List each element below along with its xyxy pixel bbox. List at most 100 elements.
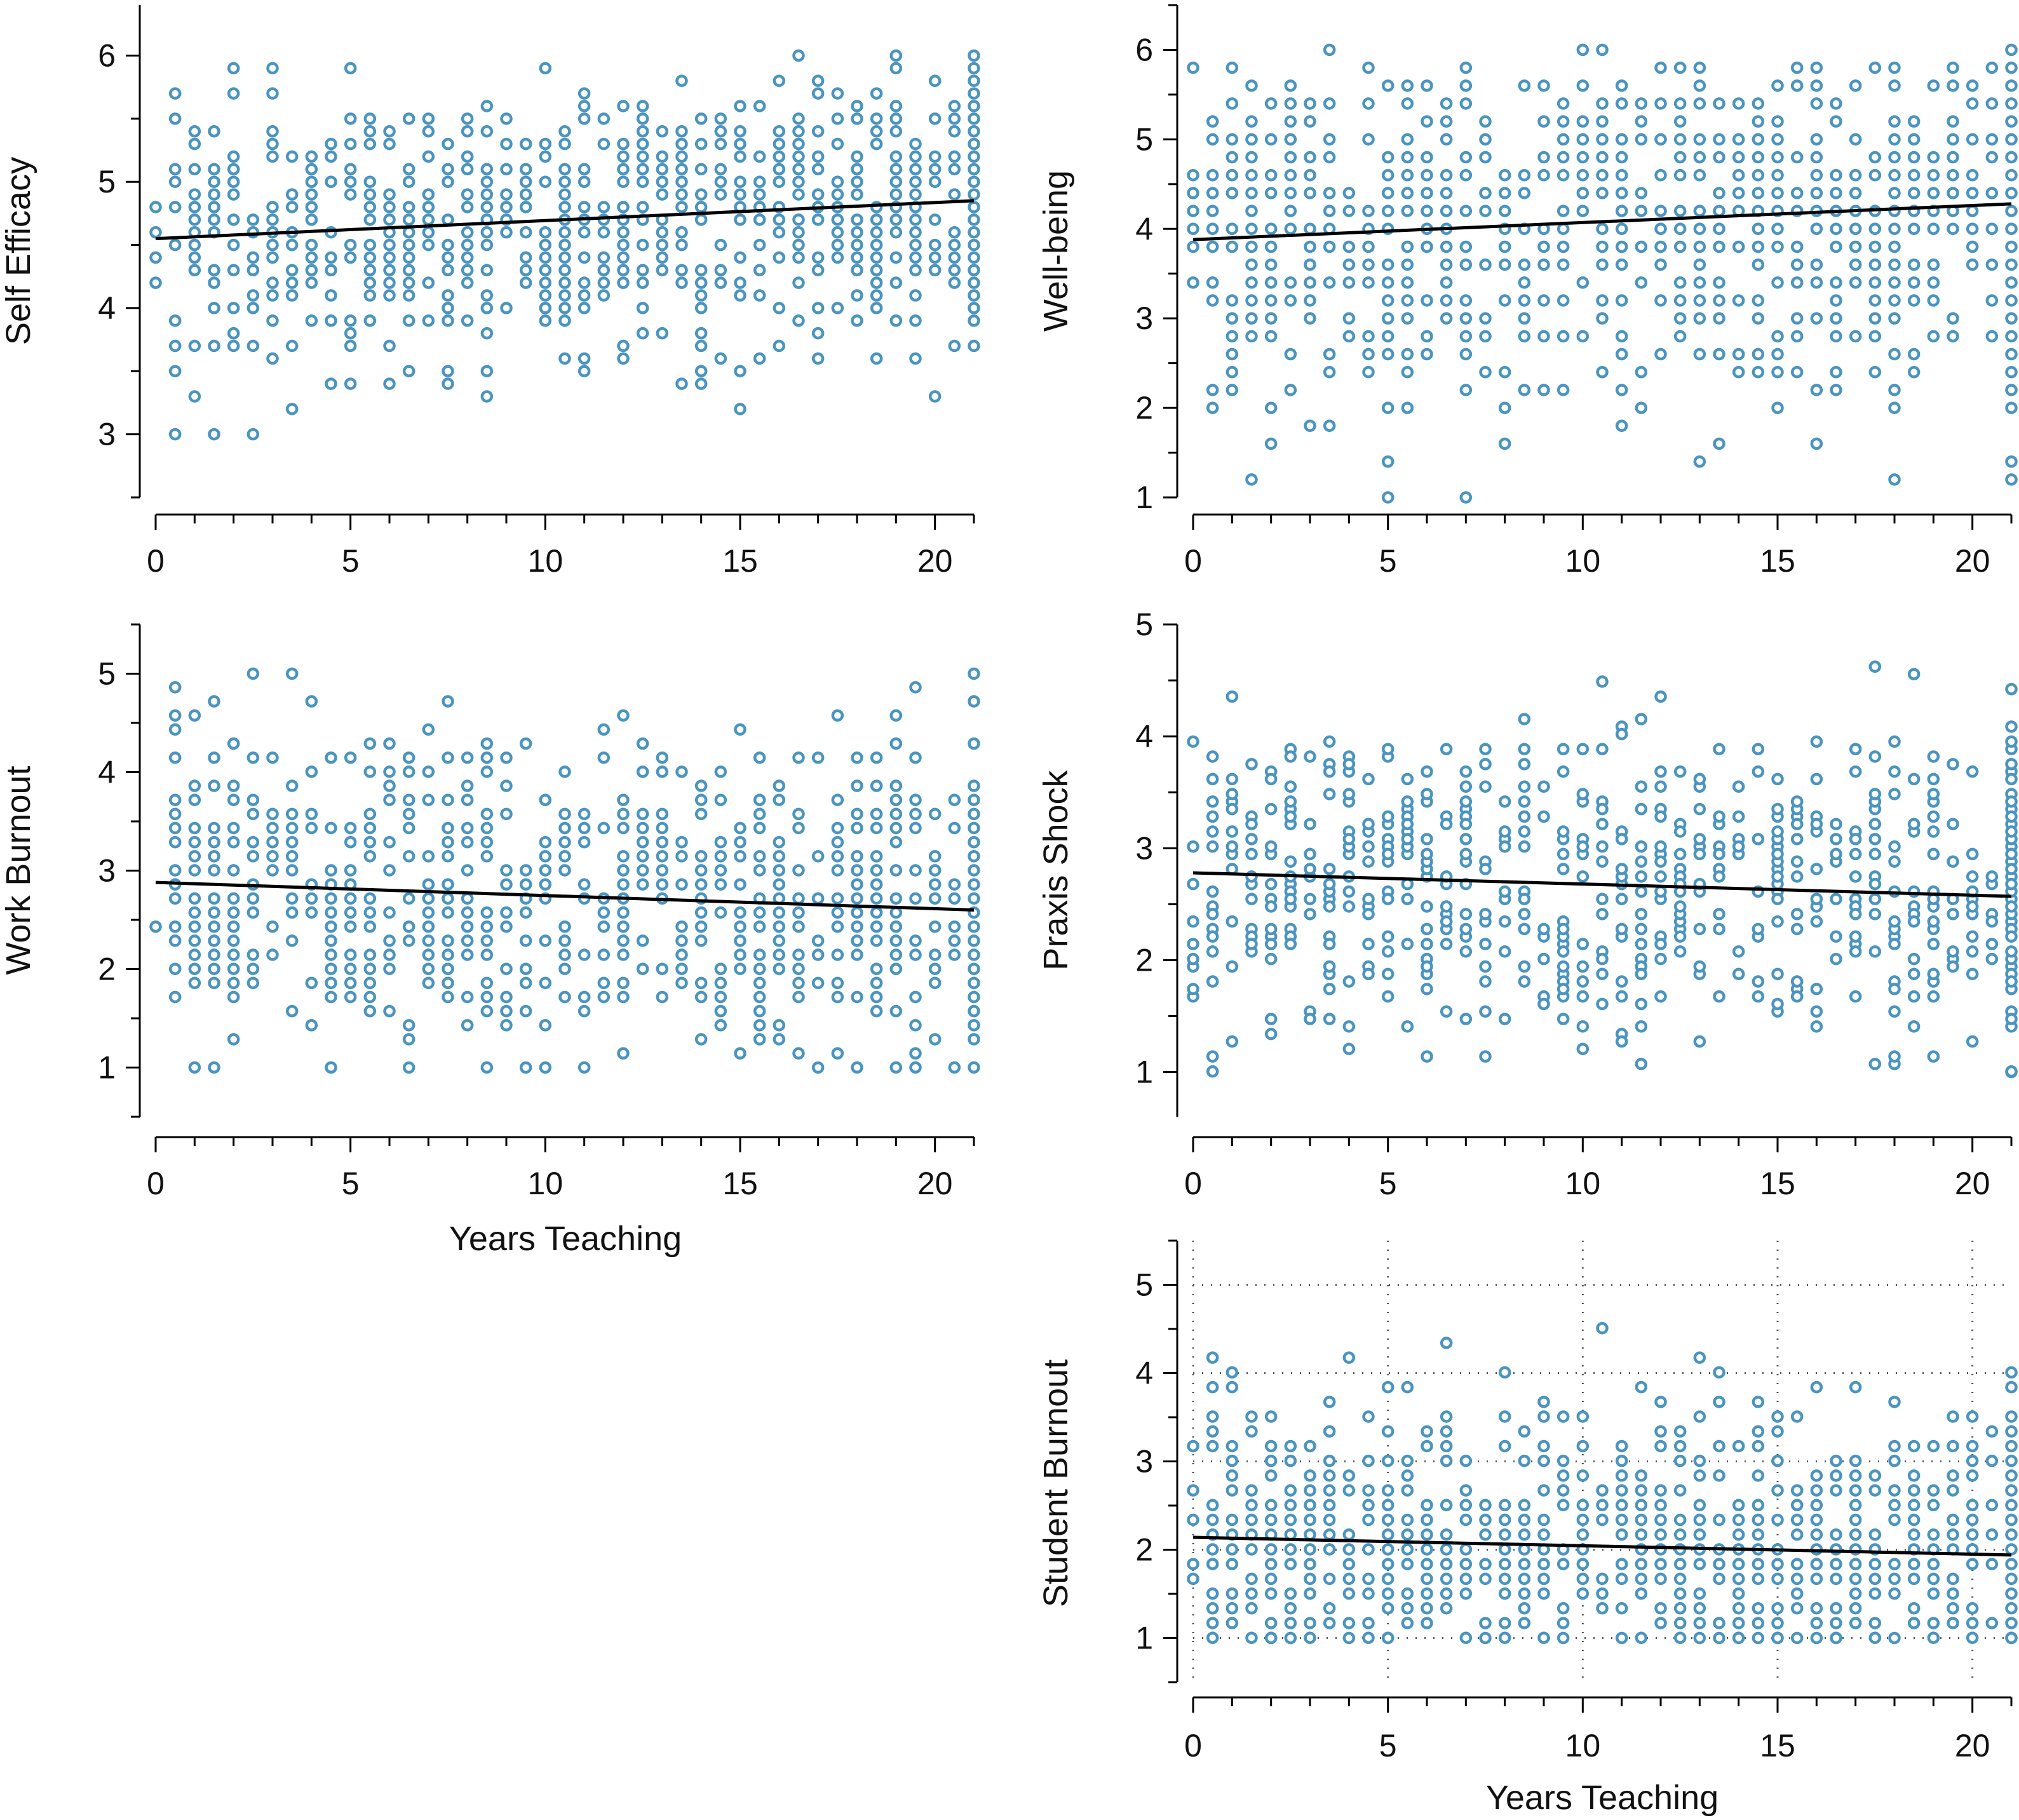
data-point <box>1888 401 1901 414</box>
data-point <box>168 163 182 176</box>
data-point <box>1752 765 1765 778</box>
data-point <box>1771 893 1784 905</box>
data-point <box>1752 1558 1765 1570</box>
data-point <box>1284 79 1297 92</box>
data-point <box>285 188 299 201</box>
data-point <box>870 289 883 302</box>
data-point <box>1596 312 1609 325</box>
data-point <box>2005 975 2018 988</box>
data-point <box>1810 915 1823 928</box>
data-point <box>1654 1484 1667 1497</box>
data-point <box>1421 294 1433 307</box>
data-point <box>2005 258 2018 271</box>
data-point <box>1615 330 1628 343</box>
data-point <box>1556 983 1570 995</box>
data-point <box>1888 240 1901 253</box>
data-point <box>1771 825 1784 838</box>
data-point <box>305 314 318 327</box>
data-point <box>402 892 415 905</box>
data-point <box>1304 1558 1316 1570</box>
data-point <box>870 352 883 365</box>
data-point <box>1615 1439 1628 1453</box>
data-point <box>1304 1499 1316 1512</box>
data-point <box>1693 1351 1706 1364</box>
data-point <box>1635 885 1648 898</box>
data-point <box>1849 765 1862 778</box>
data-point <box>1830 847 1842 861</box>
data-point <box>1868 788 1882 800</box>
data-point <box>1304 258 1316 271</box>
data-point <box>1381 1602 1394 1615</box>
data-point <box>1206 772 1219 786</box>
data-point <box>1596 952 1609 966</box>
data-point <box>1206 930 1219 943</box>
data-point <box>1323 1617 1336 1629</box>
data-point <box>1654 1513 1667 1527</box>
data-point <box>1985 222 1999 236</box>
data-point <box>1226 97 1239 110</box>
data-point <box>2005 1528 2018 1541</box>
data-point <box>889 821 903 835</box>
data-point <box>266 150 279 163</box>
data-point <box>1245 1543 1258 1556</box>
data-point <box>325 377 337 390</box>
data-point <box>1304 908 1316 920</box>
data-point <box>1907 772 1921 786</box>
data-point <box>1596 1602 1609 1615</box>
data-point <box>1673 1439 1687 1453</box>
data-point <box>773 226 786 239</box>
data-point <box>1323 983 1336 995</box>
data-point <box>1615 922 1628 936</box>
data-point <box>1381 847 1394 861</box>
data-point <box>1304 294 1316 307</box>
data-point <box>208 821 220 835</box>
data-point <box>1810 258 1823 271</box>
data-point <box>1362 276 1375 289</box>
data-point <box>1556 222 1570 236</box>
data-point <box>344 377 357 390</box>
data-point <box>1830 240 1842 253</box>
data-point <box>1245 222 1258 236</box>
data-point <box>1459 61 1473 74</box>
data-point <box>1556 151 1570 164</box>
data-point <box>285 238 299 252</box>
data-point <box>1264 1543 1278 1556</box>
data-point <box>1459 1499 1473 1512</box>
data-point <box>1440 133 1453 146</box>
data-point <box>383 251 396 264</box>
data-point <box>1284 810 1297 823</box>
data-point <box>2005 1410 2018 1423</box>
data-point <box>1947 1587 1959 1600</box>
data-point <box>1966 187 1979 199</box>
data-point <box>363 264 377 277</box>
data-point <box>1673 294 1687 307</box>
data-point <box>1323 1454 1336 1467</box>
data-point <box>480 365 494 378</box>
data-point <box>285 835 299 849</box>
data-point <box>1635 997 1648 1011</box>
data-point <box>656 807 669 821</box>
data-point <box>188 238 201 252</box>
data-point <box>246 289 260 302</box>
data-point <box>500 137 513 151</box>
x-tick-label: 5 <box>342 543 360 579</box>
data-point <box>1966 1631 1979 1644</box>
data-point <box>1673 312 1687 325</box>
data-point <box>266 821 279 835</box>
data-point <box>1693 97 1706 110</box>
data-point <box>519 226 532 239</box>
data-point <box>909 1019 922 1032</box>
data-point <box>1479 133 1492 146</box>
data-point <box>577 163 591 176</box>
data-point <box>1830 1469 1842 1482</box>
data-point <box>480 327 494 340</box>
data-point <box>1362 1617 1375 1629</box>
data-point <box>500 188 513 201</box>
data-point <box>383 962 396 975</box>
data-point <box>1284 750 1297 763</box>
data-point <box>480 1004 494 1018</box>
data-point <box>539 934 552 947</box>
data-point <box>227 864 240 877</box>
data-point <box>1226 960 1239 973</box>
data-point <box>1226 1366 1239 1379</box>
